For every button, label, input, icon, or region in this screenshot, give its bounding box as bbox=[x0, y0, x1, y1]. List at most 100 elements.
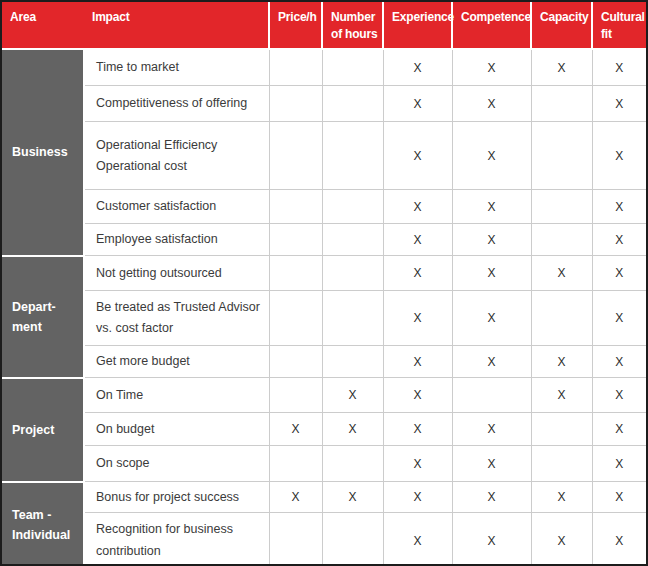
mark-cell-empty bbox=[322, 256, 383, 291]
column-header-cultural-fit: Cultural fit bbox=[592, 2, 646, 49]
mark-cell-empty bbox=[452, 378, 531, 413]
mark-cell-empty bbox=[531, 190, 592, 224]
area-group-label: Depart- ment bbox=[2, 256, 84, 378]
table-row: Recognition for business contributionXXX… bbox=[2, 513, 646, 566]
mark-cell-x: X bbox=[452, 346, 531, 378]
mark-cell-empty bbox=[322, 49, 383, 86]
impact-cell: Get more budget bbox=[84, 346, 269, 378]
mark-cell-x: X bbox=[452, 224, 531, 256]
column-header-impact: Impact bbox=[84, 2, 269, 49]
impact-cell: Operational Efficiency Operational cost bbox=[84, 122, 269, 190]
mark-cell-empty bbox=[269, 291, 322, 346]
mark-cell-x: X bbox=[322, 413, 383, 446]
mark-cell-x: X bbox=[383, 256, 452, 291]
mark-cell-x: X bbox=[592, 413, 646, 446]
mark-cell-empty bbox=[531, 86, 592, 122]
mark-cell-x: X bbox=[452, 190, 531, 224]
table-row: On scopeXXX bbox=[2, 446, 646, 482]
mark-cell-x: X bbox=[592, 190, 646, 224]
mark-cell-x: X bbox=[452, 86, 531, 122]
mark-cell-empty bbox=[322, 190, 383, 224]
mark-cell-empty bbox=[322, 291, 383, 346]
mark-cell-x: X bbox=[592, 513, 646, 566]
mark-cell-x: X bbox=[592, 446, 646, 482]
mark-cell-x: X bbox=[452, 446, 531, 482]
mark-cell-x: X bbox=[592, 224, 646, 256]
impact-cell: Customer satisfaction bbox=[84, 190, 269, 224]
mark-cell-x: X bbox=[383, 86, 452, 122]
mark-cell-empty bbox=[269, 49, 322, 86]
mark-cell-x: X bbox=[383, 224, 452, 256]
impact-cell: Competitiveness of offering bbox=[84, 86, 269, 122]
mark-cell-empty bbox=[322, 446, 383, 482]
table-row: Team - IndividualBonus for project succe… bbox=[2, 482, 646, 513]
mark-cell-empty bbox=[269, 378, 322, 413]
table-row: Get more budgetXXXX bbox=[2, 346, 646, 378]
mark-cell-x: X bbox=[383, 122, 452, 190]
mark-cell-empty bbox=[531, 224, 592, 256]
table-row: ProjectOn TimeXXXX bbox=[2, 378, 646, 413]
table-row: Competitiveness of offeringXXX bbox=[2, 86, 646, 122]
table-row: On budgetXXXXX bbox=[2, 413, 646, 446]
mark-cell-empty bbox=[322, 513, 383, 566]
mark-cell-empty bbox=[531, 291, 592, 346]
mark-cell-empty bbox=[269, 346, 322, 378]
mark-cell-x: X bbox=[269, 482, 322, 513]
column-header-capacity: Capacity bbox=[531, 2, 592, 49]
mark-cell-x: X bbox=[452, 482, 531, 513]
mark-cell-empty bbox=[322, 224, 383, 256]
mark-cell-x: X bbox=[592, 122, 646, 190]
mark-cell-empty bbox=[269, 256, 322, 291]
impact-cell: Recognition for business contribution bbox=[84, 513, 269, 566]
mark-cell-x: X bbox=[383, 482, 452, 513]
mark-cell-x: X bbox=[592, 49, 646, 86]
impact-criteria-matrix: Area Impact Price/h Number of hours Expe… bbox=[0, 0, 648, 566]
mark-cell-x: X bbox=[452, 291, 531, 346]
mark-cell-x: X bbox=[383, 346, 452, 378]
matrix-table-body: BusinessTime to marketXXXXCompetitivenes… bbox=[2, 49, 646, 566]
mark-cell-empty bbox=[322, 122, 383, 190]
impact-cell: Employee satisfaction bbox=[84, 224, 269, 256]
mark-cell-x: X bbox=[531, 482, 592, 513]
mark-cell-x: X bbox=[592, 86, 646, 122]
mark-cell-empty bbox=[322, 86, 383, 122]
impact-cell: On Time bbox=[84, 378, 269, 413]
mark-cell-x: X bbox=[452, 256, 531, 291]
mark-cell-empty bbox=[269, 122, 322, 190]
table-row: Employee satisfactionXXX bbox=[2, 224, 646, 256]
table-row: Be treated as Trusted Advisor vs. cost f… bbox=[2, 291, 646, 346]
mark-cell-x: X bbox=[452, 513, 531, 566]
mark-cell-empty bbox=[322, 346, 383, 378]
mark-cell-x: X bbox=[452, 122, 531, 190]
mark-cell-x: X bbox=[592, 482, 646, 513]
impact-cell: Bonus for project success bbox=[84, 482, 269, 513]
mark-cell-x: X bbox=[531, 49, 592, 86]
column-header-competence: Competence bbox=[452, 2, 531, 49]
mark-cell-x: X bbox=[531, 513, 592, 566]
column-header-area: Area bbox=[2, 2, 84, 49]
mark-cell-empty bbox=[531, 122, 592, 190]
column-header-hours: Number of hours bbox=[322, 2, 383, 49]
mark-cell-x: X bbox=[531, 256, 592, 291]
mark-cell-x: X bbox=[531, 378, 592, 413]
table-row: Customer satisfactionXXX bbox=[2, 190, 646, 224]
mark-cell-empty bbox=[269, 190, 322, 224]
mark-cell-x: X bbox=[531, 346, 592, 378]
impact-cell: Time to market bbox=[84, 49, 269, 86]
mark-cell-x: X bbox=[592, 291, 646, 346]
mark-cell-x: X bbox=[383, 413, 452, 446]
mark-cell-x: X bbox=[383, 378, 452, 413]
mark-cell-x: X bbox=[322, 378, 383, 413]
mark-cell-empty bbox=[531, 413, 592, 446]
mark-cell-x: X bbox=[269, 413, 322, 446]
mark-cell-x: X bbox=[383, 49, 452, 86]
area-group-label: Project bbox=[2, 378, 84, 482]
impact-cell: On budget bbox=[84, 413, 269, 446]
mark-cell-x: X bbox=[322, 482, 383, 513]
impact-cell: On scope bbox=[84, 446, 269, 482]
impact-cell: Be treated as Trusted Advisor vs. cost f… bbox=[84, 291, 269, 346]
mark-cell-x: X bbox=[383, 446, 452, 482]
table-row: Depart- mentNot getting outsourcedXXXX bbox=[2, 256, 646, 291]
mark-cell-x: X bbox=[383, 513, 452, 566]
area-group-label: Team - Individual bbox=[2, 482, 84, 566]
